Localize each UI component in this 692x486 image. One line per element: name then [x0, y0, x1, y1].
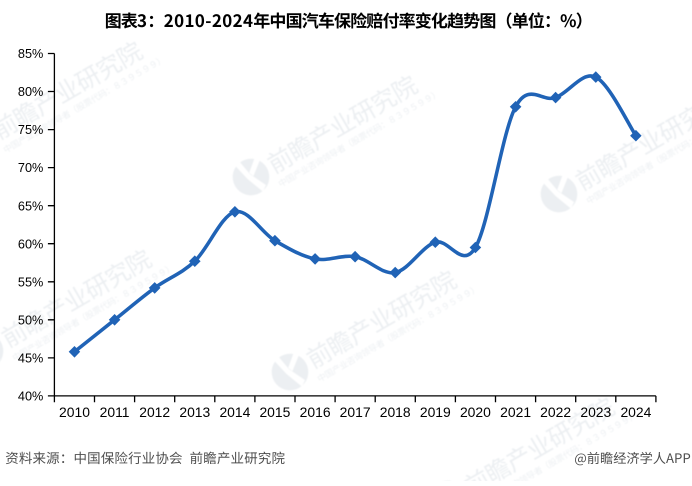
svg-text:2015: 2015: [259, 404, 290, 420]
svg-text:2013: 2013: [179, 404, 210, 420]
svg-text:50%: 50%: [18, 313, 43, 327]
svg-text:2022: 2022: [540, 404, 571, 420]
svg-text:2019: 2019: [420, 404, 451, 420]
svg-text:80%: 80%: [18, 85, 43, 99]
svg-text:2010: 2010: [59, 404, 90, 420]
svg-text:2012: 2012: [139, 404, 170, 420]
svg-text:60%: 60%: [18, 237, 43, 251]
svg-text:55%: 55%: [18, 275, 43, 289]
svg-text:2011: 2011: [100, 404, 130, 420]
svg-text:2017: 2017: [340, 404, 371, 420]
svg-text:75%: 75%: [18, 123, 43, 137]
svg-text:2018: 2018: [380, 404, 411, 420]
svg-text:2021: 2021: [500, 404, 531, 420]
svg-text:45%: 45%: [18, 352, 43, 366]
svg-text:2024: 2024: [620, 404, 651, 420]
svg-text:65%: 65%: [18, 199, 43, 213]
svg-text:2014: 2014: [219, 404, 250, 420]
svg-text:2020: 2020: [460, 404, 491, 420]
svg-text:2023: 2023: [580, 404, 611, 420]
svg-text:85%: 85%: [18, 47, 43, 61]
svg-text:40%: 40%: [18, 390, 43, 404]
svg-text:70%: 70%: [18, 161, 43, 175]
svg-text:2016: 2016: [300, 404, 331, 420]
